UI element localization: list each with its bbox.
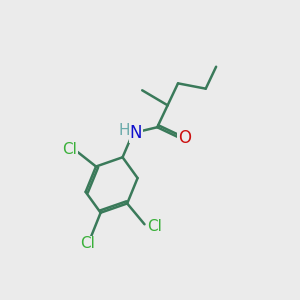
Text: H: H — [118, 123, 130, 138]
Text: O: O — [178, 129, 191, 147]
Text: N: N — [130, 124, 142, 142]
Text: Cl: Cl — [147, 219, 162, 234]
Text: Cl: Cl — [80, 236, 95, 251]
Text: Cl: Cl — [62, 142, 77, 157]
